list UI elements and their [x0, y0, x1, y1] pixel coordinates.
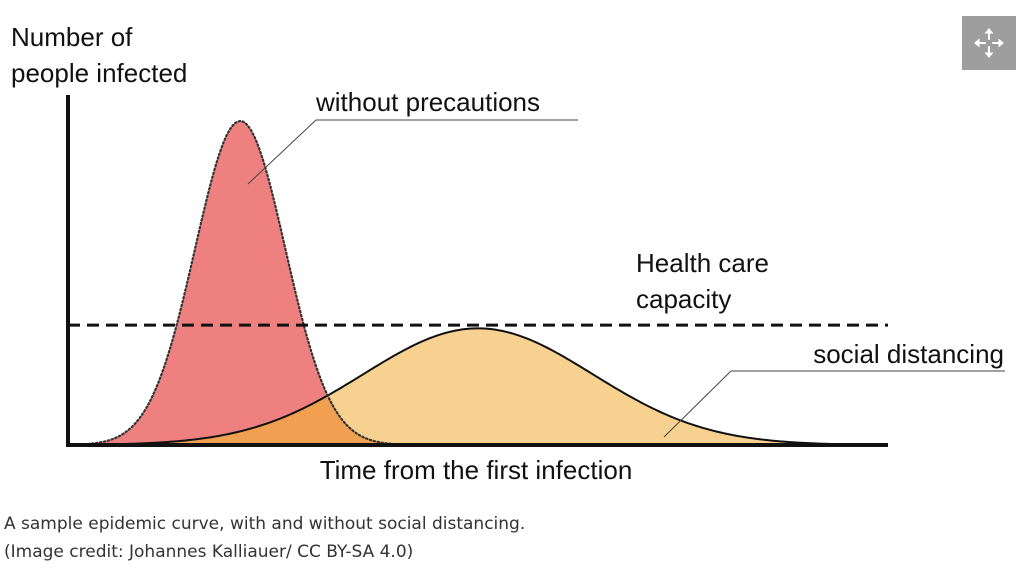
caption-line-1: A sample epidemic curve, with and withou…	[4, 514, 526, 534]
capacity-label-line-2: capacity	[636, 284, 731, 314]
social-distancing-leader-line	[663, 370, 732, 438]
epidemic-curve-chart: Number of people infected without precau…	[11, 22, 1005, 485]
without-precautions-label: without precautions	[315, 87, 540, 117]
capacity-label-line-1: Health care	[636, 248, 769, 278]
expand-arrows-icon	[974, 28, 1004, 58]
y-axis-label-line-2: people infected	[11, 58, 187, 88]
social-distancing-area	[68, 328, 888, 445]
expand-button[interactable]	[962, 16, 1016, 70]
x-axis-label: Time from the first infection	[320, 455, 633, 485]
without-precautions-leader-line	[247, 119, 317, 185]
social-distancing-curve	[67, 327, 889, 446]
y-axis-label-line-1: Number of	[11, 22, 133, 52]
caption-line-2: (Image credit: Johannes Kalliauer/ CC BY…	[4, 542, 414, 562]
figure-caption: A sample epidemic curve, with and withou…	[4, 510, 525, 566]
without-precautions-area	[68, 121, 888, 445]
social-distancing-label: social distancing	[813, 339, 1004, 369]
